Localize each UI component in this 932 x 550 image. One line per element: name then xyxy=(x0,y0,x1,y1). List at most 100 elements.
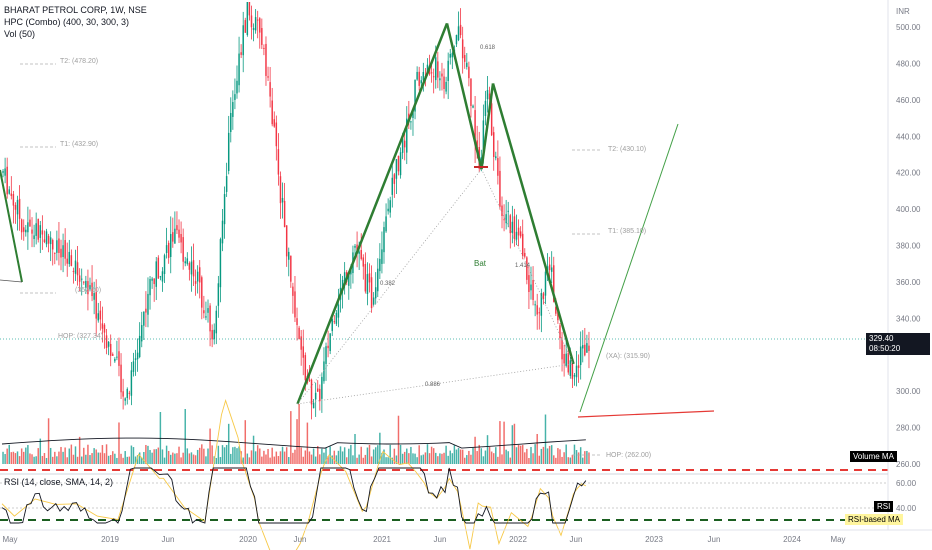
volume-bar xyxy=(74,446,77,464)
volume-bar xyxy=(259,448,261,464)
candle-body xyxy=(153,278,155,285)
candle-body xyxy=(172,232,174,242)
candle-body xyxy=(33,235,35,240)
volume-bar xyxy=(83,447,85,464)
candle-body xyxy=(37,218,39,240)
volume-bar xyxy=(273,456,275,464)
candle-body xyxy=(426,64,429,73)
candle-body xyxy=(265,43,267,76)
rsi-ma-line xyxy=(1,398,587,550)
volume-bar xyxy=(101,445,104,464)
volume-bar xyxy=(358,454,360,464)
volume-bar xyxy=(443,452,445,464)
volume-bar xyxy=(314,456,317,464)
volume-bar xyxy=(381,452,383,464)
volume-bar xyxy=(64,447,66,464)
candle-body xyxy=(16,200,19,215)
rsi-legend[interactable]: RSI (14, close, SMA, 14, 2) xyxy=(4,477,114,487)
left-hop-label: HOP: (327.34) xyxy=(58,333,103,340)
candle-body xyxy=(337,304,340,318)
candle-body xyxy=(105,335,108,348)
candle-body xyxy=(165,245,168,254)
volume-bar xyxy=(170,454,172,464)
volume-bar xyxy=(524,452,526,464)
volume-bar xyxy=(236,448,238,464)
volume-bar xyxy=(377,445,379,464)
time-tick-label: Jun xyxy=(570,535,583,544)
volume-bar xyxy=(497,456,499,464)
target-levels xyxy=(0,63,888,471)
volume-bar xyxy=(399,444,402,464)
candle-body xyxy=(335,312,338,324)
volume-bar xyxy=(118,422,120,464)
candle-body xyxy=(314,392,317,400)
candle-body xyxy=(211,330,213,340)
volume-bar xyxy=(60,446,62,464)
candle-body xyxy=(66,258,68,264)
candle-body xyxy=(238,53,240,86)
indicator-title[interactable]: HPC (Combo) (400, 30, 300, 3) xyxy=(4,17,130,27)
candle-body xyxy=(439,78,441,81)
candle-body xyxy=(174,228,176,244)
candle-body xyxy=(116,356,118,358)
volume-bar xyxy=(573,444,576,464)
candle-body xyxy=(503,219,505,221)
volume-bar xyxy=(254,451,257,464)
candle-body xyxy=(134,358,137,361)
candle-body xyxy=(507,210,509,212)
volume-bar xyxy=(244,420,247,464)
volume-bar xyxy=(437,456,439,464)
candle-body xyxy=(449,53,451,58)
price-tick-label: 300.00 xyxy=(896,387,921,396)
volume-bar xyxy=(25,447,27,464)
candle-body xyxy=(147,293,149,315)
volume-bar xyxy=(246,453,249,464)
candle-body xyxy=(271,100,273,125)
volume-bar xyxy=(62,451,64,464)
volume-bar xyxy=(571,454,574,464)
candle-body xyxy=(459,24,462,36)
volume-bar xyxy=(416,457,418,464)
candle-body xyxy=(267,76,269,78)
symbol-title[interactable]: BHARAT PETROL CORP, 1W, NSE xyxy=(4,5,147,15)
volume-bar xyxy=(37,448,39,464)
candle-body xyxy=(368,273,371,283)
volume-bar xyxy=(536,433,538,464)
volume-bar xyxy=(45,457,48,464)
candle-body xyxy=(393,174,396,184)
volume-title[interactable]: Vol (50) xyxy=(4,29,36,39)
candle-body xyxy=(588,345,590,351)
candle-body xyxy=(180,233,182,243)
volume-bar xyxy=(397,415,400,464)
volume-bar xyxy=(147,445,149,464)
volume-bar xyxy=(364,454,367,464)
candle-body xyxy=(159,276,162,278)
candle-body xyxy=(256,19,259,21)
volume-bar xyxy=(194,455,197,464)
volume-bar xyxy=(422,454,425,464)
candle-body xyxy=(377,268,379,292)
volume-bar xyxy=(89,455,91,464)
candle-body xyxy=(557,311,559,321)
rsi-badge: RSI xyxy=(874,501,894,512)
currency-label: INR xyxy=(896,7,910,16)
candle-body xyxy=(275,122,278,147)
candle-body xyxy=(495,156,497,159)
candle-body xyxy=(435,57,437,81)
candle-body xyxy=(250,15,253,28)
candle-body xyxy=(389,200,391,213)
candle-body xyxy=(107,341,110,347)
candle-body xyxy=(35,223,37,236)
volume-bar xyxy=(223,447,226,464)
candle-body xyxy=(178,229,180,238)
candle-body xyxy=(259,18,261,33)
current-price-badge: 329.40 08:50:20 xyxy=(866,333,930,355)
volume-bar xyxy=(447,455,449,464)
candle-body xyxy=(138,335,141,357)
candle-body xyxy=(182,237,184,262)
candle-body xyxy=(397,156,400,172)
volume-bar xyxy=(561,456,563,464)
volume-bar xyxy=(207,448,209,464)
volume-bar xyxy=(362,457,365,464)
